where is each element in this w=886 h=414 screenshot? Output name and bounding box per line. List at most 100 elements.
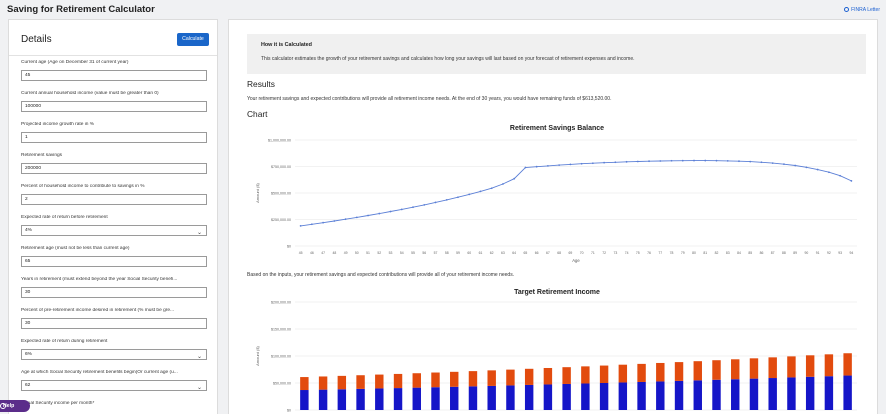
data-point — [355, 216, 358, 219]
bar-segment — [731, 359, 740, 380]
field-input[interactable]: 30 — [21, 318, 207, 329]
bar-segment — [356, 388, 365, 410]
bar-segment — [375, 388, 384, 410]
x-tick-label: 51 — [366, 251, 370, 255]
field-label: Years in retirement (must extend beyond … — [21, 277, 178, 282]
data-point — [715, 159, 718, 162]
bar-segment — [487, 370, 496, 386]
bar-segment — [805, 376, 815, 410]
chart-title: Retirement Savings Balance — [510, 125, 604, 132]
data-point — [580, 162, 583, 165]
data-point — [614, 161, 617, 164]
bar-segment — [393, 373, 403, 389]
y-tick-label: $1,000,000.00 — [268, 139, 291, 143]
data-point — [771, 162, 774, 165]
details-heading: Details — [21, 34, 52, 45]
data-point — [693, 159, 695, 162]
field-value: 1 — [25, 135, 28, 140]
field-input[interactable]: 200000 — [21, 163, 207, 174]
field-input[interactable]: 2 — [21, 194, 207, 205]
finra-letter-link[interactable]: FINRA Letter — [844, 7, 880, 13]
x-tick-label: 76 — [647, 251, 651, 255]
field-label: Current annual household income (value m… — [21, 91, 159, 96]
bar-segment — [693, 361, 702, 381]
x-tick-label: 88 — [782, 251, 786, 255]
bar-segment — [805, 355, 815, 377]
field-label: Percent of household income to contribut… — [21, 184, 145, 189]
x-tick-label: 77 — [658, 251, 662, 255]
data-point — [704, 159, 707, 162]
data-point — [738, 160, 740, 163]
bar-segment — [524, 368, 534, 385]
field-value: 4% — [25, 228, 32, 233]
x-tick-label: 86 — [760, 251, 764, 255]
bar-segment — [450, 386, 459, 410]
field-label: Expected rate of return during retiremen… — [21, 339, 108, 344]
x-tick-label: 58 — [445, 251, 449, 255]
chart-title: Target Retirement Income — [514, 289, 600, 296]
top-bar: Saving for Retirement Calculator FINRA L… — [0, 0, 886, 20]
bar-segment — [731, 379, 740, 410]
bar-segment — [581, 383, 590, 410]
field-input[interactable]: 30 — [21, 287, 207, 298]
x-tick-label: 84 — [737, 251, 741, 255]
how-calculated-box: How it is Calculated This calculator est… — [247, 34, 866, 74]
data-point — [400, 208, 403, 211]
field-label: Retirement savings — [21, 153, 63, 158]
field-input[interactable]: 1 — [21, 132, 207, 143]
bar-segment — [843, 353, 852, 376]
x-tick-label: 72 — [602, 251, 606, 255]
x-tick-label: 53 — [389, 251, 393, 255]
data-point — [389, 210, 392, 213]
data-point — [726, 159, 729, 162]
results-panel: How it is Calculated This calculator est… — [228, 19, 878, 414]
data-point — [783, 163, 785, 166]
y-tick-label: $0 — [287, 245, 291, 249]
x-tick-label: 62 — [490, 251, 494, 255]
data-point — [479, 190, 482, 193]
bar-segment — [712, 360, 721, 380]
chart-heading: Chart — [247, 109, 268, 119]
data-point — [558, 164, 561, 167]
bar-segment — [468, 371, 478, 387]
field-select[interactable]: 62 ⌄ — [21, 380, 207, 391]
field-label: Percent of pre-retirement income desired… — [21, 308, 175, 313]
data-point — [299, 224, 302, 227]
bar-segment — [506, 385, 515, 410]
how-calculated-title: How it is Calculated — [261, 42, 312, 48]
data-point — [850, 180, 853, 182]
bar-segment — [337, 389, 347, 410]
field-select[interactable]: 6% ⌄ — [21, 349, 207, 360]
x-tick-label: 78 — [670, 251, 674, 255]
x-tick-label: 71 — [591, 251, 595, 255]
x-tick-label: 55 — [411, 251, 415, 255]
calculate-button[interactable]: Calculate — [177, 33, 209, 46]
bar-segment — [656, 381, 665, 410]
bar-segment — [824, 376, 834, 410]
field-label: Current age (Age on December 31 of curre… — [21, 60, 129, 65]
data-point — [816, 168, 819, 171]
x-tick-label: 68 — [557, 251, 561, 255]
data-point — [670, 159, 673, 162]
bar-segment — [412, 387, 421, 410]
y-tick-label: $100,000.00 — [271, 355, 291, 359]
page-title: Saving for Retirement Calculator — [7, 4, 155, 15]
y-axis-label: Amount ($) — [255, 345, 260, 365]
bar-segment — [300, 377, 309, 391]
data-point — [805, 166, 808, 169]
bar-segment — [543, 384, 553, 410]
x-tick-label: 63 — [501, 251, 505, 255]
field-input[interactable]: 65 — [21, 256, 207, 267]
person-icon — [844, 7, 850, 12]
field-input[interactable]: 100000 — [21, 101, 207, 112]
x-tick-label: 48 — [332, 251, 336, 255]
x-tick-label: 61 — [479, 251, 483, 255]
data-point — [524, 166, 527, 169]
field-input[interactable]: 45 — [21, 70, 207, 81]
results-heading: Results — [247, 79, 275, 89]
data-point — [659, 160, 662, 162]
field-select[interactable]: 4% ⌄ — [21, 225, 207, 236]
help-button[interactable]: Help — [0, 400, 30, 412]
data-point — [749, 160, 752, 163]
